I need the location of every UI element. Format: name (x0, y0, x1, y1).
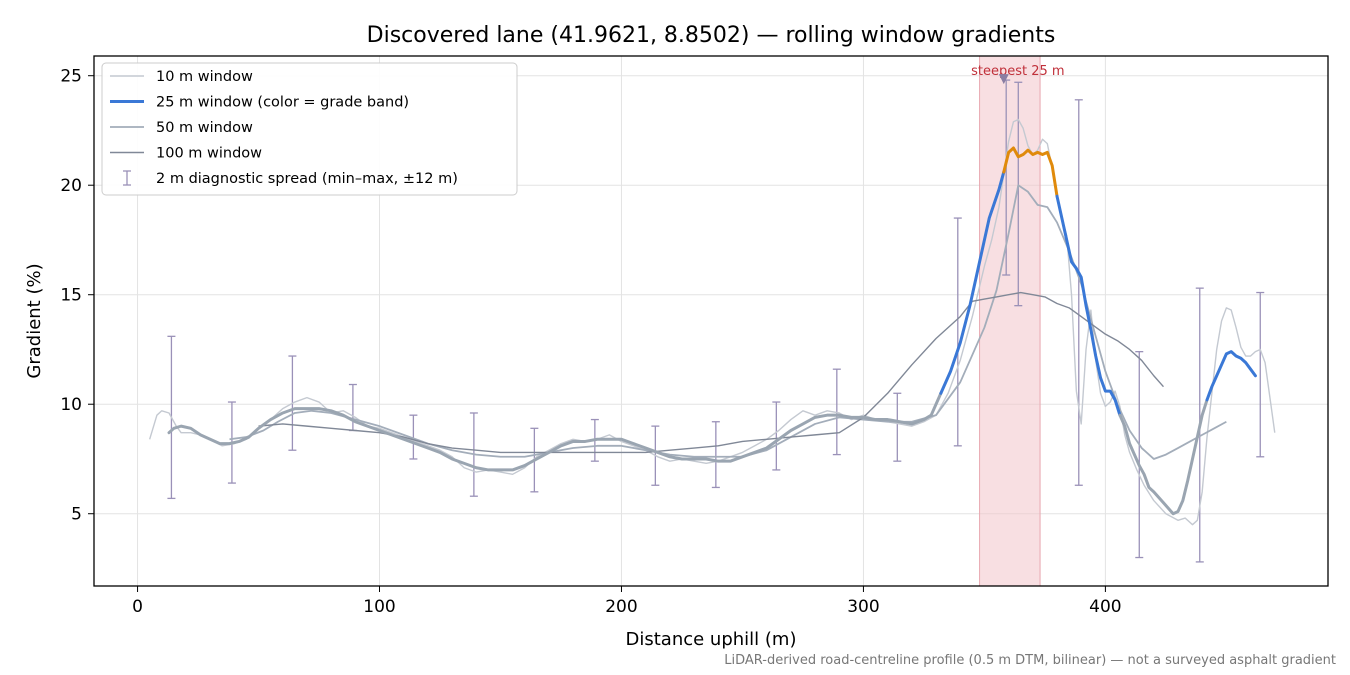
x-axis-label: Distance uphill (m) (626, 629, 797, 650)
grid-lines (94, 56, 1328, 586)
series-25m-segment (1055, 194, 1122, 417)
steepest-marker (998, 74, 1009, 85)
x-tick-label: 200 (605, 597, 637, 617)
y-axis-ticks: 5 10 15 20 25 (60, 67, 94, 525)
y-tick-label: 5 (71, 505, 82, 525)
y-axis-label: Gradient (%) (24, 263, 45, 378)
legend-label: 50 m window (156, 120, 253, 136)
y-tick-label: 10 (60, 395, 82, 415)
y-tick-label: 25 (60, 67, 82, 87)
series-25m-segment (1002, 146, 1059, 198)
x-tick-label: 300 (847, 597, 879, 617)
legend-label: 2 m diagnostic spread (min–max, ±12 m) (156, 171, 458, 187)
series-lines (148, 118, 1276, 526)
steepest-label: steepest 25 m (971, 64, 1064, 79)
series-line-3 (258, 291, 1164, 454)
series-25m-segment (1205, 350, 1257, 402)
legend-box (101, 62, 518, 196)
x-tick-label: 400 (1089, 597, 1121, 617)
y-tick-label: 15 (60, 286, 82, 306)
series-25m-segment (1118, 398, 1209, 516)
steepest-annotation: steepest 25 m (971, 64, 1065, 85)
y-tick-label: 20 (60, 176, 82, 196)
series-25m-segment (167, 391, 943, 472)
plot-frame (93, 55, 1329, 587)
legend: 10 m window 25 m window (color = grade ba… (101, 62, 518, 196)
footnote: LiDAR-derived road-centreline profile (0… (724, 653, 1336, 668)
series-25m-segment (939, 170, 1006, 395)
legend-label: 25 m window (color = grade band) (156, 95, 409, 111)
x-tick-label: 0 (132, 597, 143, 617)
legend-label: 100 m window (156, 146, 262, 162)
chart-title: Discovered lane (41.9621, 8.8502) — roll… (367, 23, 1056, 48)
x-tick-label: 100 (363, 597, 395, 617)
legend-label: 10 m window (156, 69, 253, 85)
x-axis-ticks: 0 100 200 300 400 (132, 586, 1122, 617)
